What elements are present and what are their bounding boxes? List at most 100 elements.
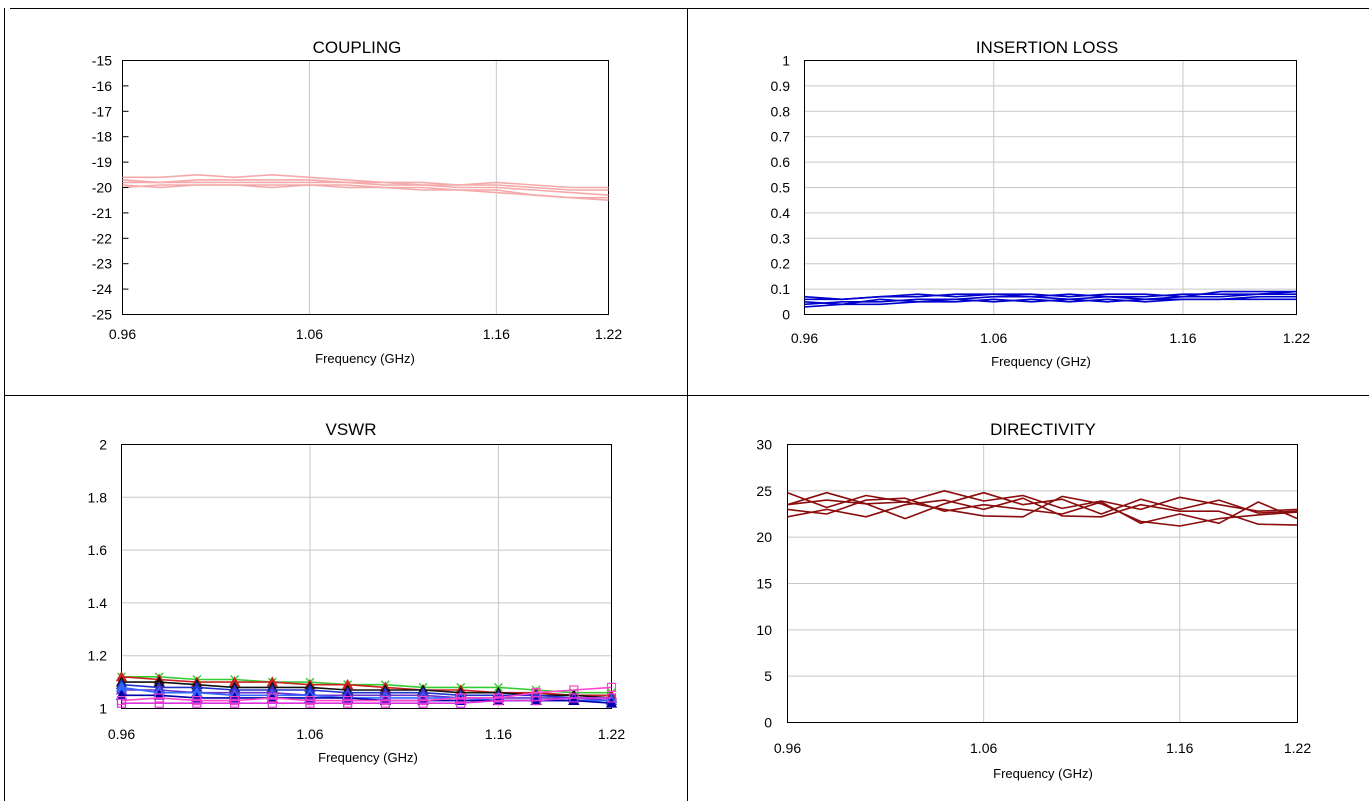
y-tick-label: 10 xyxy=(756,622,772,638)
x-tick-label: 1.06 xyxy=(296,326,323,342)
y-tick-label: -21 xyxy=(92,205,112,221)
y-tick-label: -18 xyxy=(92,129,112,145)
y-tick-label: -19 xyxy=(92,154,112,170)
data-point xyxy=(606,682,617,692)
y-tick-label: 0.6 xyxy=(771,154,791,170)
series-group-insertion-loss xyxy=(804,290,1297,308)
x-axis-label-vswr: Frequency (GHz) xyxy=(318,750,418,765)
y-tick-label: 1 xyxy=(782,53,790,69)
x-tick-label: 1.22 xyxy=(598,726,625,742)
chart-title-coupling: COUPLING xyxy=(313,38,402,57)
data-point xyxy=(418,698,428,708)
y-tick-label: 0.3 xyxy=(771,230,791,246)
chart-title-vswr: VSWR xyxy=(326,420,377,439)
series-line-8 xyxy=(121,686,612,702)
x-axis-label-insertion-loss: Frequency (GHz) xyxy=(991,354,1091,369)
data-point xyxy=(606,693,617,703)
ticks-vswr: 0.96 1.06 1.16 1.22 2 1.8 1.6 1.4 1.2 1 xyxy=(88,437,626,743)
data-point xyxy=(116,698,127,708)
x-tick-label: 1.22 xyxy=(595,326,622,342)
x-tick-label: 0.96 xyxy=(774,740,801,756)
y-tick-label: 0.2 xyxy=(771,256,791,272)
data-point xyxy=(154,693,164,703)
data-point xyxy=(380,698,390,708)
chart-title-directivity: DIRECTIVITY xyxy=(990,420,1096,439)
panel-frame xyxy=(4,8,1369,801)
x-tick-label: 1.16 xyxy=(483,326,510,342)
series-line-1 xyxy=(121,675,612,694)
series-line-3 xyxy=(787,497,1298,525)
series-line-2 xyxy=(804,293,1297,306)
chart-coupling: COUPLING 0.96 1.06 1.16 1.22 -15 -16 -17 -18 -19… xyxy=(92,38,623,366)
data-point xyxy=(343,698,353,708)
y-tick-label: 2 xyxy=(99,437,107,453)
y-tick-label: 0.7 xyxy=(771,129,791,145)
grid-directivity xyxy=(787,444,1298,723)
y-tick-label: 0.9 xyxy=(771,78,791,94)
x-tick-label: 1.06 xyxy=(296,726,323,742)
x-tick-label: 0.96 xyxy=(109,326,136,342)
data-point xyxy=(229,698,240,708)
data-point xyxy=(605,697,618,708)
chart-directivity: DIRECTIVITY 0.96 1.06 1.16 1.22 0 5 10 15 20 25 30… xyxy=(756,420,1311,781)
y-tick-label: -24 xyxy=(92,281,112,297)
y-tick-label: 5 xyxy=(764,668,772,684)
y-tick-label: 20 xyxy=(756,529,772,545)
y-tick-label: -15 xyxy=(92,53,112,69)
y-tick-label: 1.8 xyxy=(88,489,108,505)
y-tick-label: 25 xyxy=(756,483,772,499)
y-tick-label: -23 xyxy=(92,256,112,272)
data-point xyxy=(305,698,315,708)
y-tick-label: 0 xyxy=(782,307,790,323)
y-tick-label: 15 xyxy=(756,576,772,592)
data-point xyxy=(267,693,277,703)
grid-insertion-loss xyxy=(804,60,1297,315)
series-line-5 xyxy=(804,290,1297,301)
series-line-5 xyxy=(122,184,609,199)
y-tick-label: -20 xyxy=(92,180,112,196)
x-axis-label-coupling: Frequency (GHz) xyxy=(315,351,415,366)
y-tick-label: 30 xyxy=(756,437,772,453)
series-line-1 xyxy=(122,174,609,196)
ticks-directivity: 0.96 1.06 1.16 1.22 0 5 10 15 20 25 30 xyxy=(756,437,1311,757)
y-tick-label: 0.4 xyxy=(771,205,791,221)
y-tick-label: 1.4 xyxy=(88,595,108,611)
series-line-2 xyxy=(121,676,612,697)
x-tick-label: 1.22 xyxy=(1284,740,1311,756)
plot-area-insertion-loss xyxy=(804,60,1297,315)
y-tick-label: 0 xyxy=(764,715,772,731)
y-tick-label: 0.5 xyxy=(771,180,791,196)
data-point xyxy=(267,698,277,708)
x-tick-label: 1.22 xyxy=(1283,330,1310,346)
x-tick-label: 1.16 xyxy=(485,726,512,742)
x-axis-label-directivity: Frequency (GHz) xyxy=(993,766,1093,781)
ticks-insertion-loss: 0.96 1.06 1.16 1.22 0 0.1 0.2 0.3 0.4 0.5 0.6 0.7 0.… xyxy=(771,53,1311,347)
data-point xyxy=(192,698,202,708)
x-tick-label: 1.16 xyxy=(1169,330,1196,346)
x-tick-label: 0.96 xyxy=(791,330,818,346)
x-tick-label: 1.06 xyxy=(970,740,997,756)
series-line-2 xyxy=(122,179,609,189)
data-point xyxy=(456,693,466,703)
x-tick-label: 0.96 xyxy=(108,726,135,742)
chart-vswr: VSWR 0.96 1.06 1.16 1.22 2 1.8 1.6 1.4 1.2 1 Freq… xyxy=(88,420,626,765)
chart-insertion-loss: INSERTION LOSS 0.96 1.06 1.16 1.2200.10.20.… xyxy=(771,38,1311,369)
y-tick-label: 1 xyxy=(99,701,107,717)
y-tick-label: 1.2 xyxy=(88,648,108,664)
series-group-directivity xyxy=(787,489,1298,527)
data-point xyxy=(569,693,579,703)
grid-vswr xyxy=(121,444,612,709)
data-point xyxy=(456,698,466,708)
series-line-4 xyxy=(121,683,612,699)
y-tick-label: -25 xyxy=(92,307,112,323)
y-tick-label: -17 xyxy=(92,103,112,119)
series-line-9 xyxy=(121,697,612,705)
plot-area-vswr xyxy=(121,444,612,709)
ticks-coupling: 0.96 1.06 1.16 1.22 -15 -16 -17 -18 -19 -20 -21 -22… xyxy=(92,53,623,343)
series-line-4 xyxy=(122,179,609,191)
y-tick-label: -16 xyxy=(92,78,112,94)
data-point xyxy=(154,698,164,708)
series-group-vswr xyxy=(115,670,618,708)
y-tick-label: -22 xyxy=(92,230,112,246)
